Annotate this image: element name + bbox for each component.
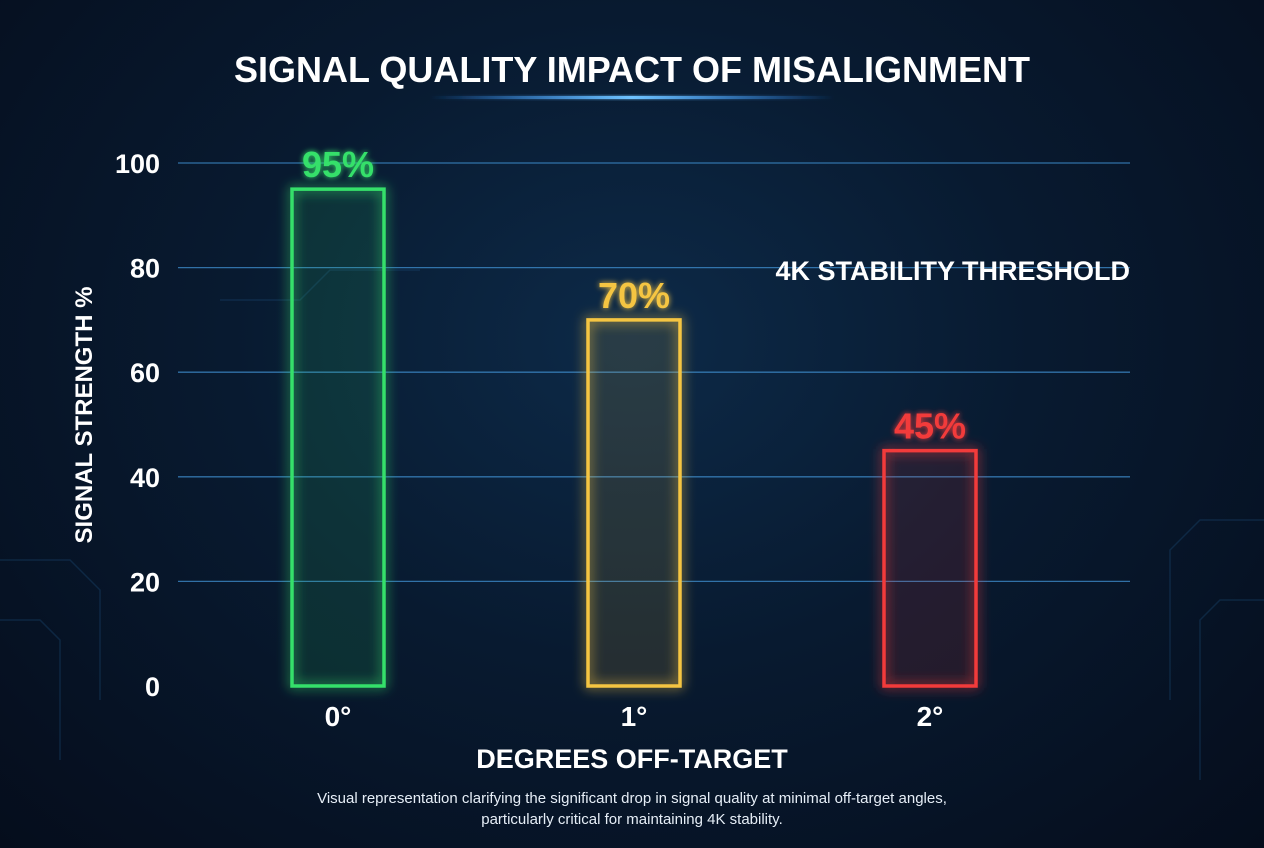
- caption-line-1: Visual representation clarifying the sig…: [317, 790, 947, 807]
- x-tick-label: 1°: [621, 701, 648, 732]
- threshold-layer: 4K STABILITY THRESHOLD: [178, 256, 1130, 297]
- y-tick-label: 80: [130, 254, 160, 284]
- y-tick-label: 0: [145, 672, 160, 702]
- y-tick-label: 20: [130, 567, 160, 597]
- chart-caption: Visual representation clarifying the sig…: [132, 788, 1132, 830]
- bar-value-label: 70%: [598, 275, 670, 316]
- bar: [290, 187, 386, 688]
- x-tick-label: 0°: [325, 701, 352, 732]
- grid-layer: [178, 162, 1130, 583]
- background-decoration: [0, 269, 1264, 780]
- caption-line-2: particularly critical for maintaining 4K…: [481, 811, 783, 828]
- x-axis-label: DEGREES OFF-TARGET: [476, 744, 788, 774]
- bar-value-label: 45%: [894, 406, 966, 447]
- bar-fill: [884, 450, 976, 686]
- threshold-label: 4K STABILITY THRESHOLD: [775, 256, 1130, 286]
- y-axis-label: SIGNAL STRENGTH %: [71, 287, 98, 544]
- bar-fill: [588, 319, 680, 686]
- bars-layer: [290, 187, 978, 688]
- bar-value-label: 95%: [302, 144, 374, 185]
- bar-fill: [292, 189, 384, 686]
- y-tick-label: 40: [130, 463, 160, 493]
- labels-layer: 95% 0° 70% 1° 45% 2°: [302, 144, 966, 732]
- y-tick-label: 60: [130, 358, 160, 388]
- bar: [586, 318, 682, 688]
- axis-layer: 0 20 40 60 80 100: [115, 149, 1130, 702]
- bar: [882, 448, 978, 688]
- y-tick-label: 100: [115, 149, 160, 179]
- x-tick-label: 2°: [917, 701, 944, 732]
- chart-title: SIGNAL QUALITY IMPACT OF MISALIGNMENT: [234, 49, 1030, 90]
- title-underline-glow: [430, 96, 834, 99]
